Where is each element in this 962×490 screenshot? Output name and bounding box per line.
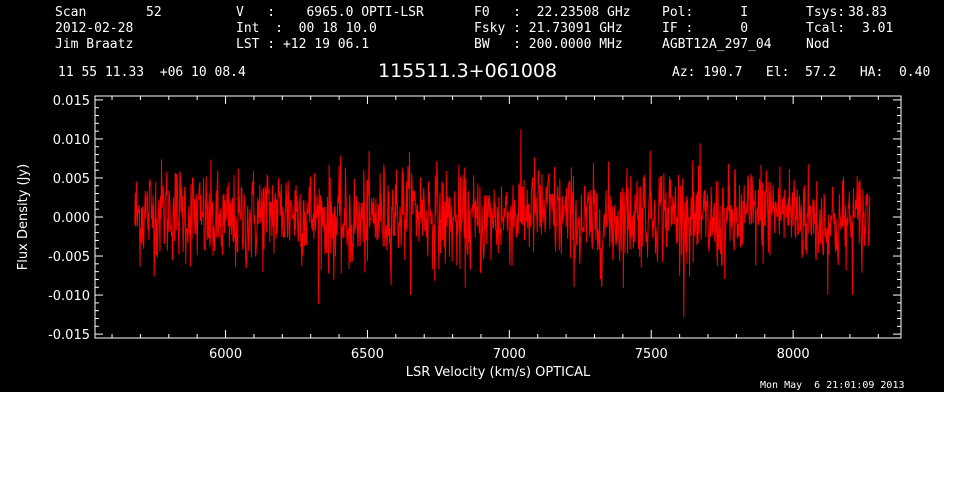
y-axis-label: Flux Density (Jy) xyxy=(16,164,31,270)
integration-text: Int : 00 18 10.0 xyxy=(236,21,377,36)
y-tick-label: 0.010 xyxy=(53,133,90,148)
x-axis-label: LSR Velocity (km/s) OPTICAL xyxy=(406,365,591,380)
az-el-ha-text: Az: 190.7 El: 57.2 HA: 0.40 xyxy=(672,65,931,80)
y-tick-label: 0.015 xyxy=(53,94,90,109)
if-text: IF : 0 xyxy=(662,21,749,36)
timestamp-text: Mon May 6 21:01:09 2013 xyxy=(760,380,905,391)
lst-text: LST : +12 19 06.1 xyxy=(236,37,370,52)
scan-value: 52 xyxy=(146,5,162,20)
procedure-text: Nod xyxy=(806,37,830,52)
sky-frequency-text: Fsky : 21.73091 GHz xyxy=(474,21,623,36)
coordinates-text: 11 55 11.33 +06 10 08.4 xyxy=(58,65,246,80)
x-tick-label: 6500 xyxy=(351,347,384,362)
polarization-text: Pol: I xyxy=(662,5,749,20)
x-tick-label: 6000 xyxy=(209,347,242,362)
spectrum-chart: 6000 6500 7000 7500 8000 -0.015 -0.010 -0.005 0.… xyxy=(16,94,902,380)
x-tick-label: 7500 xyxy=(635,347,668,362)
y-tick-label: -0.015 xyxy=(48,328,90,343)
y-tick-label: -0.005 xyxy=(48,250,90,265)
y-tick-label: 0.005 xyxy=(53,172,90,187)
rest-frequency-text: F0 : 22.23508 GHz xyxy=(474,5,631,20)
y-tick-label: 0.000 xyxy=(53,211,90,226)
scan-label: Scan xyxy=(55,5,87,20)
source-name: 115511.3+061008 xyxy=(378,60,558,82)
x-tick-label: 8000 xyxy=(777,347,810,362)
observer-text: Jim Braatz xyxy=(55,37,134,52)
spectrum-panel: Scan 52 2012-02-28 Jim Braatz V : 6965.0… xyxy=(0,0,944,392)
bandwidth-text: BW : 200.0000 MHz xyxy=(474,37,623,52)
tsys-label: Tsys: xyxy=(806,5,846,20)
x-tick-label: 7000 xyxy=(493,347,526,362)
spectrum-line xyxy=(134,129,871,317)
velocity-text: V : 6965.0 OPTI-LSR xyxy=(236,5,424,20)
date-text: 2012-02-28 xyxy=(55,21,134,36)
tcal-value: 3.01 xyxy=(862,21,894,36)
tcal-label: Tcal: xyxy=(806,21,846,36)
project-text: AGBT12A_297_04 xyxy=(662,37,772,52)
tsys-value: 38.83 xyxy=(848,5,888,20)
y-tick-label: -0.010 xyxy=(48,289,90,304)
